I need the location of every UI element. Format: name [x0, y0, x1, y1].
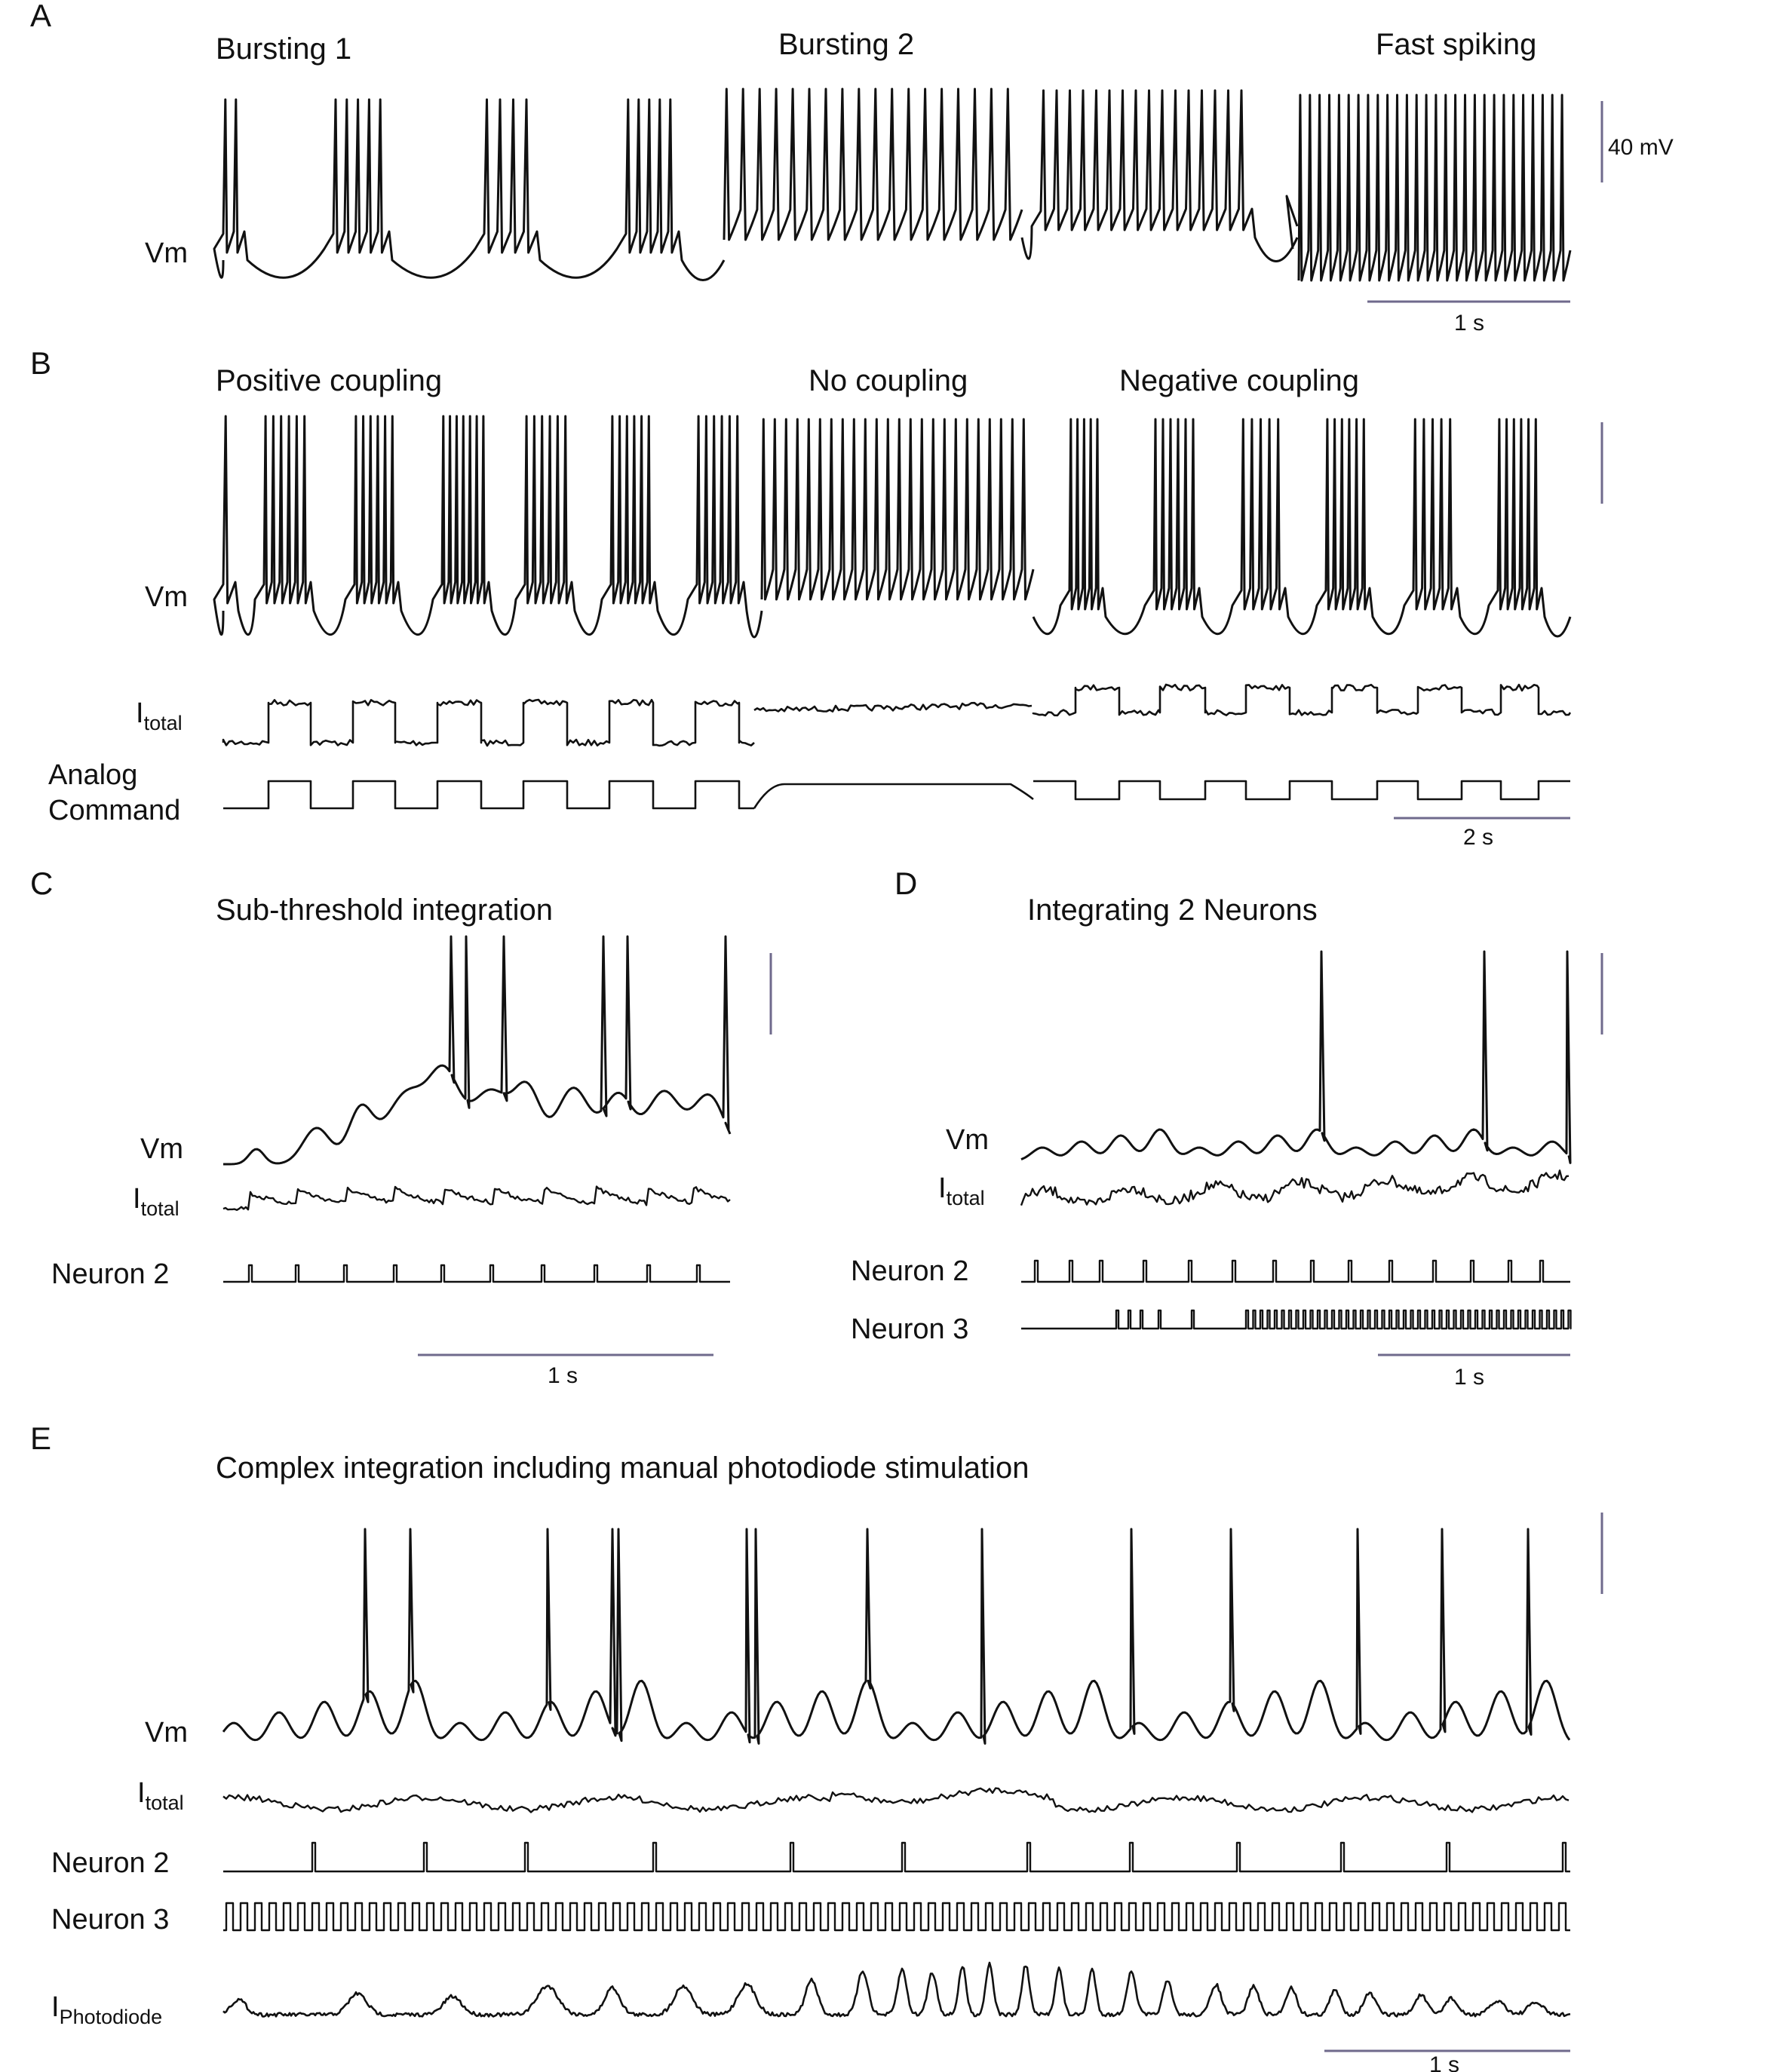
panel-b-vm-trace [213, 415, 1572, 639]
panel-c-itotal-main: I [133, 1183, 141, 1215]
panel-a-vm-trace [213, 87, 1572, 282]
d-n2-path [1021, 1259, 1570, 1283]
panel-d-title: Integrating 2 Neurons [1027, 893, 1318, 927]
panel-b-analog-label-line2: Command [48, 795, 180, 826]
panel-b-itotal-sub: total [144, 712, 183, 734]
panel-c-itotal-sub: total [141, 1197, 180, 1220]
panel-e-photodiode-trace [222, 1961, 1571, 2018]
panel-e-photodiode-sub: Photodiode [60, 2006, 163, 2028]
c-n2-path [223, 1264, 730, 1283]
panel-d-itotal-sub: total [947, 1187, 985, 1209]
panel-e-neuron3-label: Neuron 3 [51, 1904, 169, 1936]
e-it-path [222, 1787, 1570, 1813]
panel-c-neuron2-trace [223, 1264, 730, 1283]
panel-e-vm-trace [222, 1528, 1571, 1745]
panel-b-itotal-main: I [136, 697, 144, 729]
panel-e-itotal-trace [222, 1787, 1570, 1813]
panel-b-analog-command-trace [223, 780, 1570, 810]
panel-b-condition-positive: Positive coupling [216, 364, 442, 397]
panel-d-letter: D [894, 866, 917, 901]
panel-a-condition-fast-spiking: Fast spiking [1376, 28, 1536, 61]
panel-c-letter: C [30, 866, 53, 901]
b-it-path [222, 683, 1572, 747]
panel-a-condition-bursting-1: Bursting 1 [216, 32, 351, 66]
panel-e-neuron3-trace [223, 1902, 1570, 1932]
panel-c-vm-label: Vm [140, 1133, 183, 1165]
panel-a-condition-bursting-2: Bursting 2 [778, 28, 914, 61]
panel-d-neuron2-label: Neuron 2 [851, 1255, 968, 1287]
panel-b: B Positive coupling No coupling Negative… [30, 345, 1603, 850]
d-vm-path [1020, 950, 1572, 1164]
panel-e-letter: E [30, 1421, 51, 1456]
panel-c: C Sub-threshold integration Vm Itotal Ne… [30, 866, 772, 1388]
panel-b-analog-label-line1: Analog [48, 759, 137, 791]
panel-a: A Bursting 1 Bursting 2 Fast spiking Vm … [30, 0, 1674, 336]
panel-e-itotal-label: Itotal [137, 1777, 184, 1814]
panel-a-time-scale-label: 1 s [1454, 311, 1484, 336]
panel-d-itotal-main: I [938, 1172, 947, 1204]
panel-e-photodiode-label: IPhotodiode [51, 1991, 162, 2028]
panel-d-neuron3-label: Neuron 3 [851, 1313, 968, 1345]
panel-d-neuron2-trace [1021, 1259, 1570, 1283]
panel-d-vm-trace [1020, 950, 1572, 1164]
panel-d-time-scale-label: 1 s [1454, 1365, 1484, 1390]
panel-b-itotal-label: Itotal [136, 697, 183, 734]
panel-e: E Complex integration including manual p… [30, 1421, 1603, 2072]
panel-d-itotal-label: Itotal [938, 1172, 985, 1209]
panel-a-letter: A [30, 0, 51, 33]
c-vm-path [223, 935, 732, 1166]
c-it-path [222, 1185, 731, 1211]
panel-b-condition-negative: Negative coupling [1119, 364, 1359, 397]
panel-c-neuron2-label: Neuron 2 [51, 1258, 169, 1290]
panel-b-letter: B [30, 345, 51, 381]
d-n3-path [1021, 1309, 1572, 1330]
panel-b-vm-label: Vm [145, 581, 188, 613]
e-vm-path [222, 1528, 1571, 1745]
b-vm-path [213, 415, 1572, 639]
panel-a-vertical-scale-label: 40 mV [1608, 135, 1674, 160]
panel-e-itotal-main: I [137, 1777, 146, 1809]
panel-c-title: Sub-threshold integration [216, 893, 553, 927]
panel-b-condition-none: No coupling [809, 364, 968, 397]
panel-c-itotal-trace [222, 1185, 731, 1211]
panel-c-itotal-label: Itotal [133, 1183, 180, 1220]
panel-e-neuron2-trace [223, 1841, 1570, 1873]
d-it-path [1020, 1169, 1570, 1206]
panel-d-itotal-trace [1020, 1169, 1570, 1206]
panel-e-time-scale-label: 1 s [1429, 2052, 1459, 2072]
panel-a-vm-label: Vm [145, 238, 188, 269]
panel-d: D Integrating 2 Neurons Vm Itotal Neuron… [851, 866, 1603, 1390]
panel-d-neuron3-trace [1021, 1309, 1572, 1330]
panel-b-time-scale-label: 2 s [1463, 825, 1493, 850]
panel-e-vm-label: Vm [145, 1717, 188, 1749]
panel-c-time-scale-label: 1 s [548, 1363, 578, 1388]
panel-c-vm-trace [223, 935, 732, 1166]
panel-e-itotal-sub: total [146, 1792, 184, 1814]
e-pd-path [222, 1961, 1571, 2018]
panel-e-photodiode-main: I [51, 1991, 60, 2023]
panel-b-itotal-trace [222, 683, 1572, 747]
a-vm-path [213, 87, 1572, 282]
e-n3-path [223, 1902, 1570, 1932]
panel-d-vm-label: Vm [946, 1124, 989, 1156]
panel-e-neuron2-label: Neuron 2 [51, 1847, 169, 1879]
e-n2-path [223, 1841, 1570, 1873]
b-an-path [223, 780, 1570, 810]
panel-e-title: Complex integration including manual pho… [216, 1451, 1029, 1485]
